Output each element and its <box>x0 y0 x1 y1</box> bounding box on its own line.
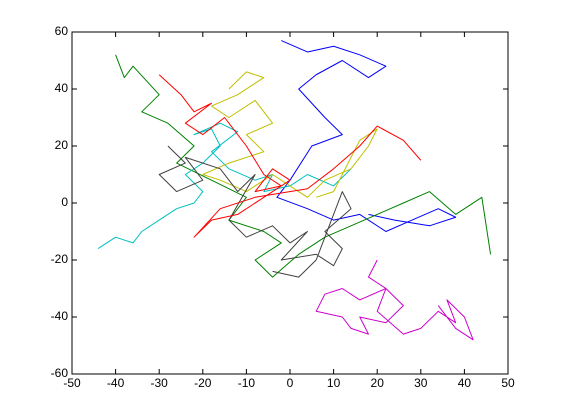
y-tick-label: 40 <box>55 81 69 95</box>
y-tick-label: -40 <box>51 309 69 323</box>
x-tick-label: 50 <box>501 376 515 390</box>
x-tick-label: -50 <box>63 376 81 390</box>
walk-line <box>202 71 378 198</box>
walk-line <box>276 40 457 232</box>
walk-line <box>115 54 492 278</box>
x-tick-label: -30 <box>151 376 169 390</box>
y-tick-label: 20 <box>55 138 69 152</box>
walk-line <box>158 74 422 238</box>
x-tick-label: 0 <box>287 376 294 390</box>
x-tick-label: -10 <box>238 376 256 390</box>
x-tick-label: -20 <box>194 376 212 390</box>
walk-line <box>158 145 352 278</box>
x-tick-label: 10 <box>327 376 341 390</box>
x-tick-label: 30 <box>414 376 428 390</box>
y-tick-label: 0 <box>61 195 68 209</box>
walk-line <box>97 122 352 250</box>
y-tick-label: -20 <box>51 252 69 266</box>
y-tick-label: -60 <box>51 366 69 380</box>
y-tick-label: 60 <box>55 24 69 38</box>
x-tick-label: 20 <box>371 376 385 390</box>
x-tick-label: 40 <box>458 376 472 390</box>
walk-line <box>315 259 474 341</box>
x-tick-label: -40 <box>107 376 125 390</box>
